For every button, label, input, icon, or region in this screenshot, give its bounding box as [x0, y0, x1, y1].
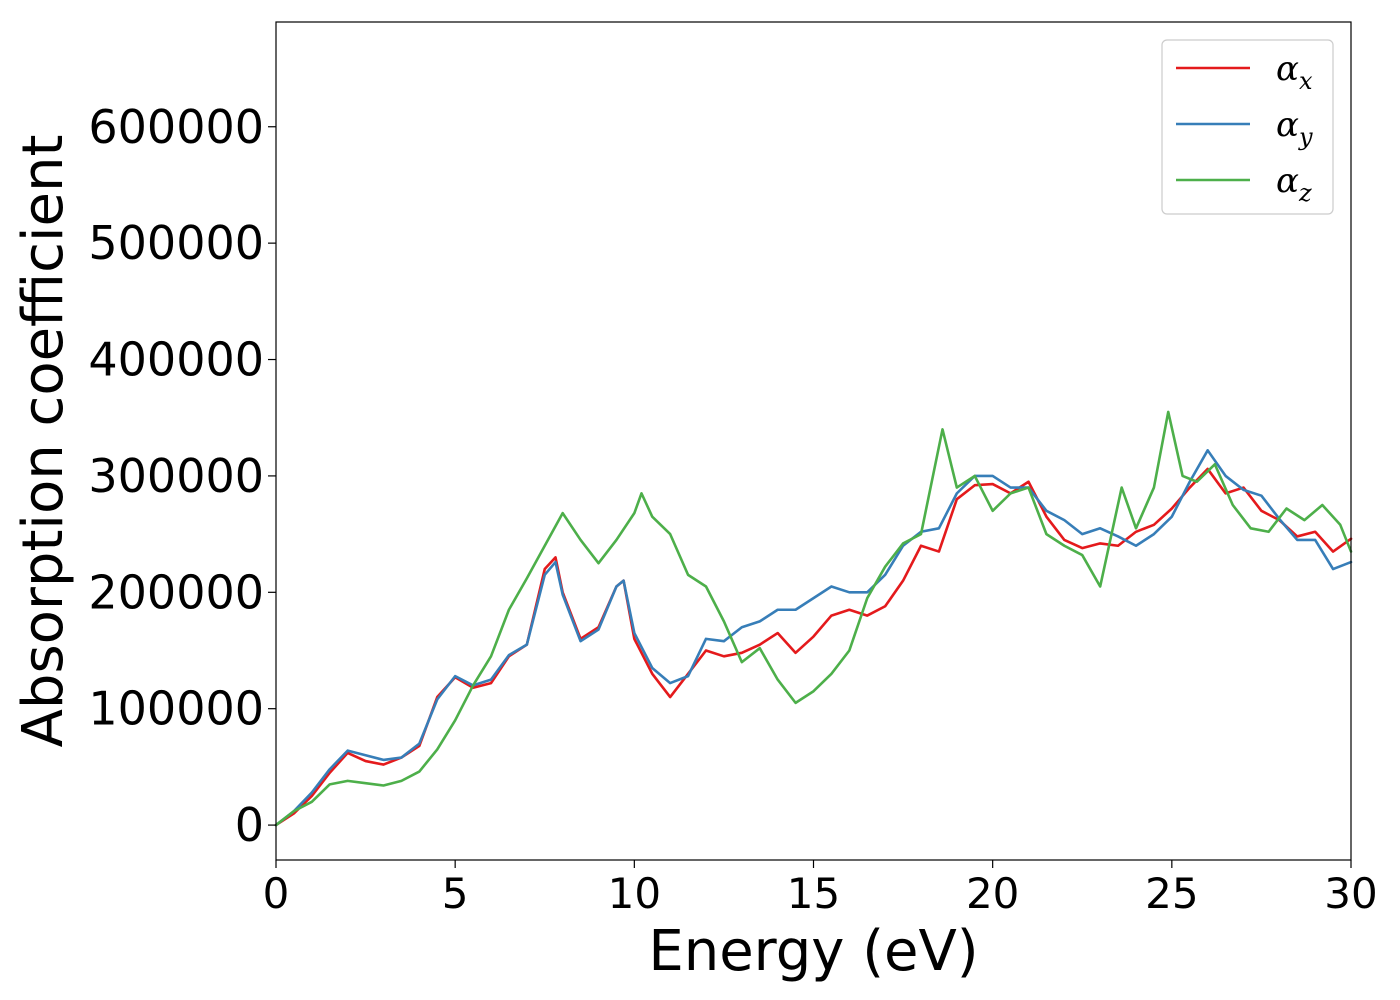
- x-tick-label: 0: [263, 869, 290, 918]
- x-tick-label: 10: [608, 869, 661, 918]
- series-line-y: [274, 449, 1353, 827]
- series-line-x: [274, 467, 1353, 827]
- y-axis-title: Absorption coefficient: [11, 135, 76, 748]
- y-tick-label: 300000: [88, 449, 264, 503]
- legend-box: [1161, 39, 1334, 215]
- y-tick-label: 0: [235, 798, 264, 852]
- x-tick-label: 30: [1324, 869, 1377, 918]
- y-tick-label: 100000: [88, 682, 264, 736]
- x-tick-label: 20: [966, 869, 1019, 918]
- y-axis-ticks: 0 100000 200000 300000 400000 500000 600000: [88, 100, 276, 852]
- x-axis-ticks: 0 5 10 15 20 25 30: [263, 860, 1378, 918]
- x-tick-label: 25: [1145, 869, 1198, 918]
- x-tick-label: 5: [442, 869, 469, 918]
- x-axis-title: Energy (eV): [648, 919, 978, 984]
- y-tick-label: 400000: [88, 333, 264, 387]
- y-tick-label: 600000: [88, 100, 264, 154]
- y-tick-label: 500000: [88, 216, 264, 270]
- series-line-z: [274, 410, 1353, 827]
- series-layer: [274, 410, 1353, 827]
- x-tick-label: 15: [787, 869, 840, 918]
- y-tick-label: 200000: [88, 565, 264, 619]
